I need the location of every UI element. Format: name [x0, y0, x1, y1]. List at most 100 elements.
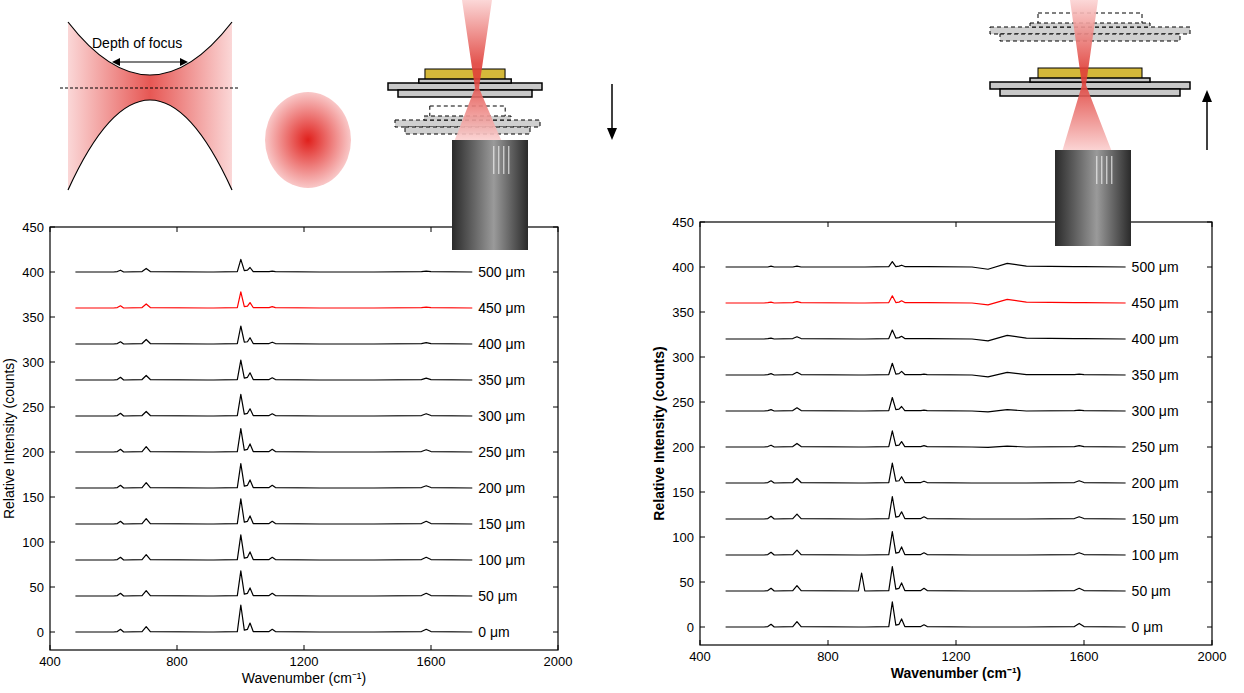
x-tick-label: 800: [817, 649, 839, 664]
y-tick-label: 250: [22, 400, 44, 415]
y-tick: [50, 587, 55, 588]
y-tick-label: 150: [672, 485, 694, 500]
spectrum-line: [726, 463, 1126, 483]
y-tick-label: 300: [22, 355, 44, 370]
y-tick: [50, 317, 55, 318]
x-tick-top: [828, 222, 829, 227]
x-tick-label: 2000: [544, 654, 573, 669]
illustrations: Depth of focus: [60, 0, 1212, 250]
y-tick: [50, 452, 55, 453]
series-label: 450 μm: [478, 300, 525, 316]
annotation: Depth of focus: [92, 35, 182, 51]
objective: [1055, 150, 1131, 246]
y-tick: [700, 312, 705, 313]
objective-detail: [1101, 156, 1102, 184]
move-arrowhead: [607, 128, 617, 140]
y-tick: [700, 357, 705, 358]
series-label: 0 μm: [478, 624, 509, 640]
objective-detail: [498, 146, 499, 174]
move-arrowhead: [1202, 90, 1212, 102]
x-tick-top: [304, 227, 305, 232]
series-label: 450 μm: [1132, 295, 1179, 311]
x-axis-title: Wavenumber (cm⁻¹): [242, 670, 366, 686]
dof-arrow: [116, 61, 184, 62]
objective-detail: [493, 146, 494, 174]
stage-plate: [398, 90, 532, 97]
series-label: 300 μm: [1132, 403, 1179, 419]
y-tick-right: [553, 407, 558, 408]
y-tick-right: [553, 317, 558, 318]
x-tick: [956, 640, 957, 645]
x-tick-label: 1600: [1070, 649, 1099, 664]
y-tick-right: [553, 497, 558, 498]
x-tick: [304, 645, 305, 650]
plot-frame: [50, 227, 558, 650]
series-label: 100 μm: [478, 552, 525, 568]
x-tick-top: [431, 227, 432, 232]
x-tick-label: 400: [39, 654, 61, 669]
y-tick-label: 0: [687, 620, 694, 635]
x-tick-top: [956, 222, 957, 227]
x-tick-label: 2000: [1198, 649, 1227, 664]
y-tick: [700, 537, 705, 538]
y-tick-right: [553, 272, 558, 273]
y-tick-label: 400: [672, 260, 694, 275]
y-tick: [50, 272, 55, 273]
focal-spot: [265, 92, 351, 188]
spectrum-line: [75, 326, 472, 344]
y-tick: [50, 362, 55, 363]
y-tick: [700, 267, 705, 268]
spectrum-line: [726, 363, 1126, 377]
y-tick-label: 300: [672, 350, 694, 365]
spectrum-line: [75, 605, 472, 632]
series-label: 250 μm: [478, 444, 525, 460]
x-tick-label: 800: [166, 654, 188, 669]
y-tick-label: 350: [22, 310, 44, 325]
x-tick: [828, 640, 829, 645]
y-tick-label: 150: [22, 490, 44, 505]
objective-detail: [503, 146, 504, 174]
figure: 4008001200160020000501001502002503003504…: [0, 0, 1244, 693]
spectrum-line: [75, 360, 472, 380]
spectrum-line: [75, 499, 472, 524]
series-label: 50 μm: [1132, 583, 1171, 599]
y-tick-label: 50: [30, 580, 44, 595]
y-tick-right: [1207, 447, 1212, 448]
objective-detail: [1111, 156, 1112, 184]
series-label: 300 μm: [478, 408, 525, 424]
move-arrow: [1206, 100, 1208, 150]
stage-plate: [388, 83, 542, 90]
y-tick: [700, 492, 705, 493]
series-label: 350 μm: [1132, 367, 1179, 383]
spectrum-line: [75, 464, 472, 488]
spectrum-line: [75, 259, 472, 272]
y-tick-right: [1207, 402, 1212, 403]
y-tick-label: 200: [672, 440, 694, 455]
y-axis-title: Relative Intensity (counts): [651, 346, 667, 520]
spectrum-line: [75, 292, 472, 308]
y-tick: [700, 582, 705, 583]
series-labels: 0 μm50 μm100 μm150 μm200 μm250 μm300 μm3…: [1132, 259, 1179, 635]
y-tick: [50, 407, 55, 408]
y-tick-right: [1207, 357, 1212, 358]
series-label: 0 μm: [1132, 619, 1163, 635]
y-tick-label: 50: [680, 575, 694, 590]
spectrum-line: [726, 602, 1126, 627]
series-labels: 0 μm50 μm100 μm150 μm200 μm250 μm300 μm3…: [478, 264, 525, 640]
move-arrow: [611, 84, 613, 130]
dof-arrowheads: [112, 58, 188, 66]
plot-area: [75, 259, 472, 632]
spectrum-line: [75, 571, 472, 596]
axes: 4008001200160020000501001502002503003504…: [651, 215, 1226, 682]
y-tick-label: 400: [22, 265, 44, 280]
series-label: 400 μm: [478, 336, 525, 352]
series-label: 500 μm: [1132, 259, 1179, 275]
y-tick-label: 350: [672, 305, 694, 320]
y-tick-right: [553, 587, 558, 588]
x-tick: [177, 645, 178, 650]
y-tick-label: 450: [672, 215, 694, 230]
spectrum-line: [75, 429, 472, 452]
series-label: 150 μm: [478, 516, 525, 532]
spectrum-line: [726, 296, 1126, 305]
slide: [1030, 78, 1150, 82]
